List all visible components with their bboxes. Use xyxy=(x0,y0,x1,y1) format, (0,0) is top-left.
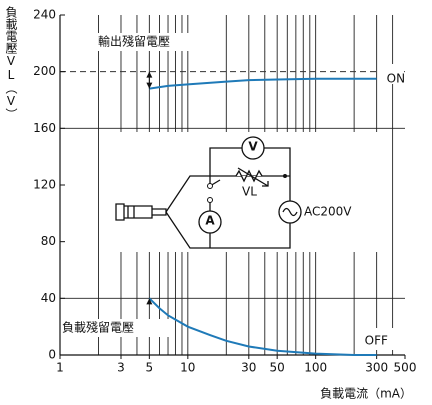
panel xyxy=(60,319,170,337)
arrow xyxy=(146,71,153,89)
y-tick-label: 0 xyxy=(48,348,56,362)
sensor xyxy=(115,203,167,221)
x-tick-label: 30 xyxy=(241,361,256,375)
ammeter xyxy=(198,210,222,234)
switch-contact xyxy=(207,197,213,203)
x-tick-label: 300 xyxy=(365,361,388,375)
resistor-arrow xyxy=(237,167,269,187)
voltmeter xyxy=(241,136,265,160)
x-axis-label: 負載電流（mA） xyxy=(320,387,412,401)
series-label: ON xyxy=(387,71,405,85)
y-tick-label: 40 xyxy=(41,291,56,305)
ammeter-label: A xyxy=(205,214,215,228)
x-tick-label: 500 xyxy=(394,361,417,375)
y-axis-label: 負載電壓VL（V） xyxy=(4,6,18,120)
panel xyxy=(358,328,402,350)
arrow xyxy=(146,298,153,305)
line-series xyxy=(148,297,377,356)
resistor xyxy=(235,169,263,183)
panel xyxy=(100,132,382,252)
x-tick-label: 3 xyxy=(117,361,125,375)
switch-contact xyxy=(283,174,287,178)
series-label: OFF xyxy=(365,334,388,348)
source-label: AC200V xyxy=(304,205,352,219)
switch-contact xyxy=(207,183,213,189)
y-tick-label: 200 xyxy=(33,64,56,78)
x-tick-label: 100 xyxy=(304,361,327,375)
y-tick-label: 80 xyxy=(41,234,56,248)
panel xyxy=(380,64,404,84)
y-tick-label: 240 xyxy=(33,8,56,22)
annotation: 負載殘留電壓 xyxy=(62,320,134,335)
voltmeter-label: V xyxy=(248,140,258,154)
x-tick-label: 1 xyxy=(56,361,64,375)
y-tick-label: 160 xyxy=(33,121,56,135)
x-tick-label: 50 xyxy=(270,361,285,375)
y-tick-label: 120 xyxy=(33,178,56,192)
x-tick-label: 10 xyxy=(180,361,195,375)
line-series xyxy=(149,77,377,90)
annotation: 輸出殘留電壓 xyxy=(98,34,170,49)
load-label: VL xyxy=(242,185,257,199)
x-tick-label: 5 xyxy=(146,361,154,375)
ac-wave xyxy=(282,207,298,217)
panel xyxy=(95,33,195,51)
